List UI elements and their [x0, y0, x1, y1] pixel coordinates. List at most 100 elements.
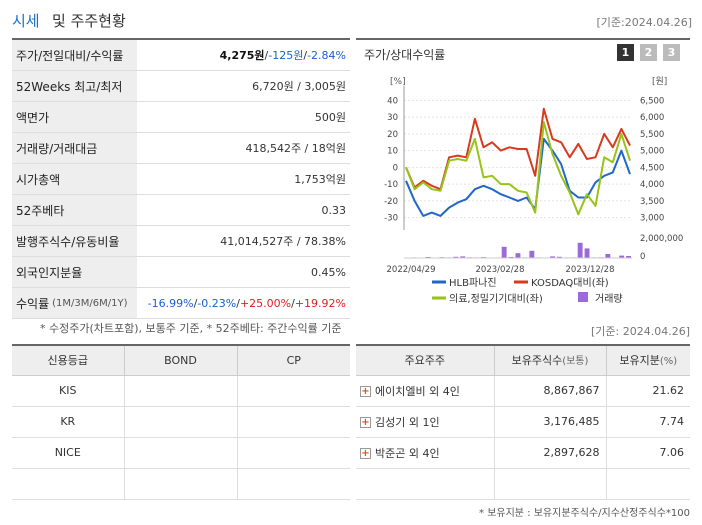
credit-header: 신용등급: [12, 345, 125, 376]
chart-period-buttons: 1 2 3: [617, 44, 680, 61]
left-tick-label: 20: [387, 130, 398, 140]
credit-rating-table: 신용등급 BOND CP KIS KR NICE: [12, 344, 350, 500]
separator: /: [193, 296, 198, 310]
quote-value: 4,275원 / -125원 / -2.84%: [137, 40, 350, 70]
left-tick-label: 40: [387, 96, 398, 106]
return-3m: -0.23%: [197, 296, 237, 310]
volume-bar: [605, 254, 611, 258]
right-tick-label: 6,000: [640, 113, 664, 123]
left-tick-label: 30: [387, 113, 398, 123]
volume-bar: [550, 256, 555, 258]
volume-tick-zero: 0: [640, 252, 645, 262]
quote-row: 시가총액 1,753억원: [12, 164, 350, 195]
separator: /: [236, 296, 240, 310]
credit-cp: [237, 406, 350, 438]
table-row: KIS: [12, 375, 350, 407]
x-tick-label: 2023/02/28: [476, 265, 525, 275]
footnote-right: * 보유지분 : 보유지분주식수/지수산정주식수*100: [479, 508, 690, 519]
volume-bar: [584, 248, 590, 258]
credit-bond: [124, 437, 238, 469]
holder-ratio: 7.74: [606, 406, 690, 438]
expand-plus-icon[interactable]: +: [360, 417, 371, 428]
volume-bar: [619, 255, 625, 258]
holder-name-cell[interactable]: + 에이치엘비 외 4인: [356, 375, 495, 407]
return-label: 수익률: [16, 296, 50, 311]
return-period-label: (1M/3M/6M/1Y): [52, 297, 128, 309]
quote-label: 주가/전일대비/수익률: [12, 40, 137, 70]
section-title: 시세: [12, 12, 40, 30]
price-change: -125원: [268, 49, 304, 62]
legend-swatch: [578, 292, 588, 302]
holders-header-shares-label: 보유주식수: [511, 354, 563, 368]
volume-bar: [577, 242, 583, 258]
current-price: 4,275원: [219, 49, 265, 62]
x-tick-label: 2023/12/28: [566, 265, 615, 275]
quote-row-price: 주가/전일대비/수익률 4,275원 / -125원 / -2.84%: [12, 40, 350, 71]
volume-bar: [460, 256, 466, 258]
credit-header: BOND: [124, 345, 238, 376]
volume-bar: [529, 250, 535, 258]
table-row: [356, 468, 690, 500]
quote-row: 액면가 500원: [12, 102, 350, 133]
quote-row: 거래량/거래대금 418,542주 / 18억원: [12, 133, 350, 164]
left-tick-label: 10: [387, 147, 398, 157]
holder-name-cell[interactable]: + 박준곤 외 4인: [356, 437, 495, 469]
right-tick-label: 4,500: [640, 163, 664, 173]
holder-shares: 8,867,867: [494, 375, 607, 407]
quote-label: 발행주식수/유동비율: [12, 226, 137, 256]
volume-bar: [501, 246, 507, 258]
right-tick-label: 5,500: [640, 130, 664, 140]
holder-ratio: 7.06: [606, 437, 690, 469]
quote-label: 52Weeks 최고/최저: [12, 71, 137, 101]
quote-row-return: 수익률 (1M/3M/6M/1Y) -16.99% / -0.23% / +25.0…: [12, 288, 350, 319]
legend-label: 의료,정밀기기대비(좌): [449, 293, 543, 305]
series-line-2: [405, 121, 631, 216]
table-row: + 김성기 외 1인 3,176,485 7.74: [356, 406, 690, 438]
left-tick-label: -20: [384, 197, 398, 207]
holder-shares: 3,176,485: [494, 406, 607, 438]
holder-ratio: 21.62: [606, 375, 690, 407]
quote-value: 1,753억원: [294, 173, 346, 186]
separator: /: [303, 48, 308, 62]
holder-name: 에이치엘비 외 4인: [375, 384, 460, 398]
holders-base-date: [기준: 2024.04.26]: [590, 325, 690, 338]
credit-cp: [237, 468, 350, 500]
right-axis-unit: [원]: [652, 76, 667, 87]
left-tick-label: 0: [393, 163, 398, 173]
legend-label: KOSDAQ대비(좌): [531, 277, 609, 289]
chart-button-3[interactable]: 3: [663, 44, 680, 61]
holder-name: 김성기 외 1인: [375, 415, 440, 429]
section-subtitle: 및 주주현황: [52, 12, 126, 30]
separator: /: [264, 48, 269, 62]
credit-agency: [12, 468, 125, 500]
footnote-left: * 수정주가(차트포함), 보통주 기준, * 52주베타: 주간수익률 기준: [40, 322, 342, 335]
quote-value: 6,720원 / 3,005원: [252, 80, 346, 93]
holders-header-shares-unit: (보통): [562, 356, 589, 368]
quote-row: 52Weeks 최고/최저 6,720원 / 3,005원: [12, 71, 350, 102]
expand-plus-icon[interactable]: +: [360, 448, 371, 459]
table-row: + 에이치엘비 외 4인 8,867,867 21.62: [356, 375, 690, 407]
quote-label: 거래량/거래대금: [12, 133, 137, 163]
x-tick-label: 2022/04/29: [387, 265, 436, 275]
major-holders-table: 주요주주 보유주식수(보통) 보유지분(%) + 에이치엘비 외 4인 8,867…: [356, 344, 690, 500]
quote-table: 주가/전일대비/수익률 4,275원 / -125원 / -2.84% 52We…: [12, 38, 350, 319]
quote-label: 시가총액: [12, 164, 137, 194]
left-tick-label: -10: [384, 180, 398, 190]
holder-name-cell[interactable]: + 김성기 외 1인: [356, 406, 495, 438]
section-header: 시세 및 주주현황 [기준:2024.04.26]: [12, 10, 692, 32]
chart-button-1[interactable]: 1: [617, 44, 634, 61]
right-tick-label: 3,000: [640, 214, 664, 224]
chart-button-2[interactable]: 2: [640, 44, 657, 61]
credit-cp: [237, 437, 350, 469]
base-date: [기준:2024.04.26]: [596, 16, 692, 29]
credit-header: CP: [237, 345, 350, 376]
price-change-pct: -2.84%: [307, 48, 346, 62]
volume-bar: [453, 256, 459, 258]
quote-label: 외국인지분율: [12, 257, 137, 287]
expand-plus-icon[interactable]: +: [360, 386, 371, 397]
series-line-1: [405, 107, 631, 191]
holders-header-ratio: 보유지분(%): [606, 345, 690, 376]
quote-row: 외국인지분율 0.45%: [12, 257, 350, 288]
return-6m: +25.00%: [239, 296, 292, 310]
credit-agency: NICE: [12, 437, 125, 469]
